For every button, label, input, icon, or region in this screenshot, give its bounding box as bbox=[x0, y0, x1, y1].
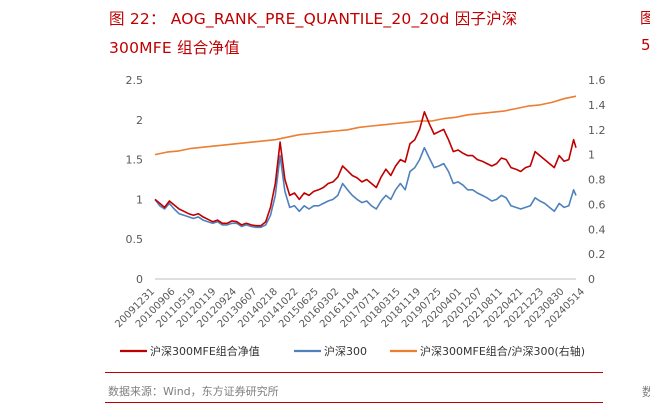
legend-label: 沪深300MFE组合/沪深300(右轴) bbox=[420, 344, 585, 358]
edge-fragment-top: 图 bbox=[640, 9, 650, 27]
y-tick-label: 0 bbox=[136, 273, 143, 286]
data-source: 数据来源：Wind，东方证券研究所 bbox=[108, 385, 279, 398]
figure-title-line-2: 300MFE 组合净值 bbox=[109, 39, 240, 57]
separator-bottom bbox=[105, 402, 603, 403]
y2-tick-label: 0 bbox=[588, 273, 595, 286]
y-tick-label: 2 bbox=[136, 114, 143, 127]
series-line-ratio-right-axis bbox=[154, 95, 577, 156]
series-line-csi300 bbox=[154, 146, 577, 229]
y-tick-label: 0.5 bbox=[126, 233, 144, 246]
separator-top bbox=[105, 372, 603, 373]
legend-label: 沪深300MFE组合净值 bbox=[150, 344, 260, 358]
y2-tick-label: 1.6 bbox=[588, 74, 606, 87]
legend-label: 沪深300 bbox=[324, 344, 367, 358]
edge-fragment-bottom: 数 bbox=[642, 385, 650, 399]
y2-tick-label: 0.2 bbox=[588, 248, 606, 261]
y-tick-label: 2.5 bbox=[126, 74, 144, 87]
y2-tick-label: 0.6 bbox=[588, 198, 606, 211]
y2-tick-label: 1.4 bbox=[588, 99, 606, 112]
y2-tick-label: 1.2 bbox=[588, 124, 606, 137]
y2-tick-label: 1 bbox=[588, 149, 595, 162]
edge-fragment-mid: 5 bbox=[641, 36, 650, 54]
y2-tick-label: 0.4 bbox=[588, 223, 606, 236]
y-tick-label: 1 bbox=[136, 193, 143, 206]
y2-tick-label: 0.8 bbox=[588, 174, 606, 187]
y-tick-label: 1.5 bbox=[126, 154, 144, 167]
series-line-portfolio-net-value bbox=[154, 111, 577, 227]
figure-title-line-1: 图 22： AOG_RANK_PRE_QUANTILE_20_20d 因子沪深 bbox=[109, 10, 518, 28]
